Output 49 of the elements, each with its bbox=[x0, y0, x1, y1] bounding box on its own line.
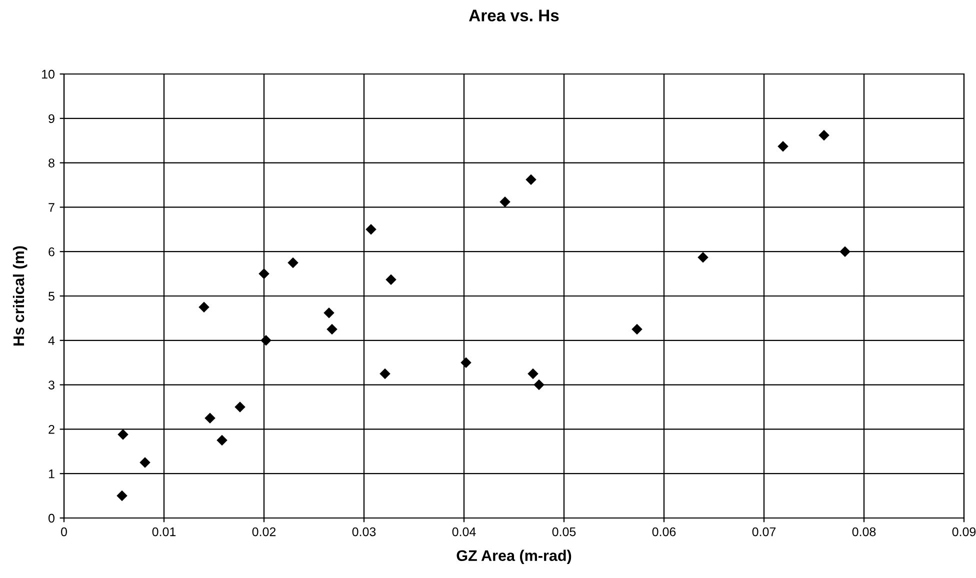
point bbox=[216, 434, 228, 446]
y-tick-label: 3 bbox=[48, 380, 54, 390]
point bbox=[500, 196, 510, 208]
point bbox=[460, 357, 472, 368]
point bbox=[386, 274, 396, 285]
point bbox=[204, 412, 216, 424]
point bbox=[632, 324, 642, 335]
y-tick-label: 8 bbox=[48, 158, 54, 168]
y-tick-label: 2 bbox=[48, 425, 54, 434]
point bbox=[366, 224, 376, 235]
x-tick-label: 0.02 bbox=[252, 527, 276, 536]
point bbox=[840, 246, 850, 257]
x-axis-title: GZ Area (m-rad) bbox=[456, 550, 572, 564]
point bbox=[116, 490, 128, 502]
point bbox=[528, 368, 538, 380]
point bbox=[818, 130, 830, 141]
y-tick-label: 7 bbox=[48, 203, 54, 212]
point bbox=[534, 379, 544, 390]
y-tick-label: 4 bbox=[48, 336, 55, 345]
y-tick-label: 10 bbox=[42, 70, 54, 79]
x-tick-label: 0 bbox=[61, 527, 67, 536]
point bbox=[326, 324, 338, 335]
y-axis-title: Hs critical (m) bbox=[12, 246, 28, 346]
point bbox=[260, 335, 272, 346]
point bbox=[258, 268, 270, 280]
chart-title: Area vs. Hs bbox=[469, 10, 559, 22]
point bbox=[698, 252, 708, 263]
x-tick-label: 0.04 bbox=[452, 527, 476, 536]
point bbox=[234, 402, 246, 412]
y-tick-label: 9 bbox=[48, 114, 54, 124]
x-tick-label: 0.08 bbox=[852, 527, 876, 536]
x-tick-label: 0.03 bbox=[352, 527, 376, 536]
point bbox=[118, 429, 128, 440]
x-tick-label: 0.07 bbox=[752, 527, 776, 536]
x-tick-label: 0.01 bbox=[152, 527, 176, 536]
point bbox=[324, 307, 334, 318]
point bbox=[140, 457, 150, 468]
x-tick-label: 0.05 bbox=[552, 527, 576, 536]
point bbox=[288, 257, 298, 268]
y-tick-label: 6 bbox=[48, 247, 54, 256]
point bbox=[198, 302, 210, 312]
y-tick-label: 0 bbox=[48, 514, 54, 523]
point bbox=[778, 140, 788, 152]
x-tick-label: 0.09 bbox=[952, 527, 976, 536]
point bbox=[526, 174, 536, 186]
y-tick-label: 5 bbox=[48, 292, 54, 301]
point bbox=[380, 368, 390, 380]
y-tick-label: 1 bbox=[48, 470, 54, 478]
x-tick-label: 0.06 bbox=[652, 527, 676, 536]
